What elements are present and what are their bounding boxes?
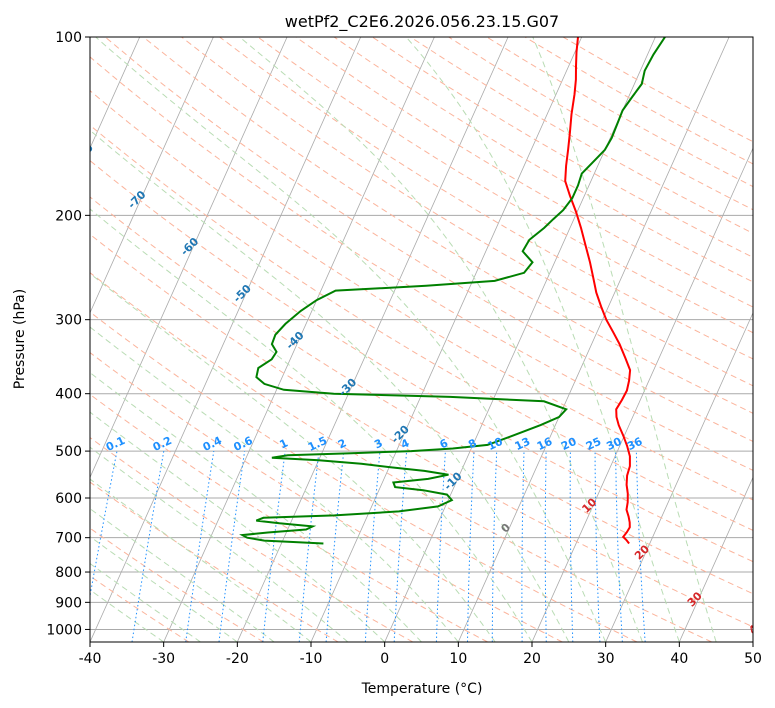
moist-adiabat-line bbox=[95, 37, 607, 642]
y-tick-label: 300 bbox=[55, 313, 82, 329]
mixing-ratio-label: 10 bbox=[486, 435, 506, 453]
plot-frame bbox=[89, 36, 754, 643]
sounding-series bbox=[239, 37, 666, 545]
moist-adiabat-line bbox=[90, 129, 570, 642]
y-axis-label: Pressure (hPa) bbox=[12, 289, 28, 389]
dry-adiabat-line bbox=[90, 272, 712, 642]
isotherm-line bbox=[90, 37, 214, 314]
isotherm-line bbox=[163, 37, 435, 642]
moist-adiabat-line bbox=[532, 37, 717, 642]
y-axis: 100 200 300 400 500 600 700 800 900 1000 bbox=[46, 30, 90, 638]
dry-adiabat-line bbox=[90, 160, 753, 563]
y-tick-label: 500 bbox=[55, 444, 82, 460]
dry-adiabat-label: 40 bbox=[746, 617, 766, 637]
isotherm-line bbox=[605, 311, 753, 642]
x-tick-label: 30 bbox=[597, 651, 615, 667]
y-tick-label: 200 bbox=[55, 208, 82, 224]
dry-adiabat-line bbox=[90, 56, 753, 471]
dry-adiabat-line bbox=[90, 90, 753, 501]
isotherm-line bbox=[531, 147, 753, 642]
moist-adiabat-line bbox=[90, 589, 164, 642]
isotherm-line bbox=[90, 37, 141, 150]
mixing-ratio-label: 16 bbox=[535, 435, 555, 453]
dry-adiabat-line bbox=[90, 311, 638, 642]
mixing-ratio-label: 13 bbox=[513, 435, 532, 453]
mixing-ratio-line bbox=[185, 451, 215, 642]
mixing-ratio-label: 25 bbox=[584, 435, 603, 453]
y-tick-label: 900 bbox=[55, 595, 82, 611]
moist-adiabat-line bbox=[239, 37, 643, 642]
x-axis-label: Temperature (°C) bbox=[361, 681, 483, 697]
moist-adiabat-line bbox=[90, 411, 386, 642]
dry-adiabat-line bbox=[104, 37, 753, 443]
y-tick-label: 700 bbox=[55, 531, 82, 547]
moist-adiabats bbox=[90, 37, 717, 642]
dewpoint-profile-line bbox=[239, 37, 666, 545]
dry-adiabat-line bbox=[219, 37, 753, 360]
isotherm-line bbox=[90, 37, 288, 479]
dry-adiabat-line bbox=[90, 124, 753, 531]
moist-adiabat-line bbox=[90, 562, 201, 642]
mixing-ratio-line bbox=[262, 451, 286, 642]
moist-adiabat-line bbox=[90, 208, 533, 642]
dry-adiabat-label: -80 bbox=[73, 141, 96, 164]
isotherm-line bbox=[457, 37, 730, 642]
plot-area: 0.10.20.40.611.52346810131620253036-100-… bbox=[73, 37, 766, 642]
y-tick-label: 600 bbox=[55, 491, 82, 507]
x-axis: -40 -30 -20 -10 0 10 20 30 40 50 bbox=[79, 642, 762, 667]
moist-adiabat-line bbox=[90, 535, 238, 642]
moist-adiabat-line bbox=[90, 508, 275, 642]
mixing-ratio-label: 30 bbox=[604, 435, 624, 453]
isotherm-line bbox=[678, 476, 753, 642]
y-tick-label: 800 bbox=[55, 565, 82, 581]
mixing-ratio-label: 20 bbox=[559, 435, 579, 453]
moist-adiabat-line bbox=[90, 478, 312, 642]
isotherm-line bbox=[310, 37, 583, 642]
y-tick-label: 400 bbox=[55, 387, 82, 403]
dry-adiabat-line bbox=[90, 196, 753, 595]
mixing-ratio-label: 36 bbox=[625, 435, 645, 453]
x-tick-label: 0 bbox=[380, 651, 389, 667]
dry-adiabat-line bbox=[90, 481, 339, 642]
x-tick-label: 10 bbox=[449, 651, 467, 667]
moist-adiabat-line bbox=[90, 326, 459, 642]
isotherm-line bbox=[384, 37, 656, 642]
mixing-ratio-line bbox=[298, 451, 320, 642]
dry-adiabats bbox=[90, 37, 753, 642]
dry-adiabat-line bbox=[90, 233, 753, 628]
mixing-ratio-lines bbox=[90, 451, 646, 642]
x-tick-label: -10 bbox=[300, 651, 323, 667]
dry-adiabat-line bbox=[257, 37, 753, 334]
mixing-ratio-line bbox=[325, 451, 345, 642]
temperature-profile-line bbox=[564, 37, 632, 545]
x-tick-label: -30 bbox=[152, 651, 175, 667]
x-tick-label: -20 bbox=[226, 651, 249, 667]
moist-adiabat-line bbox=[90, 272, 496, 642]
chart-title: wetPf2_C2E6.2026.056.23.15.G07 bbox=[285, 12, 559, 32]
x-tick-label: -40 bbox=[79, 651, 102, 667]
x-tick-label: 50 bbox=[744, 651, 762, 667]
dry-adiabat-line bbox=[90, 352, 563, 642]
x-tick-label: 40 bbox=[670, 651, 688, 667]
y-tick-label: 100 bbox=[55, 30, 82, 46]
y-tick-label: 1000 bbox=[46, 622, 82, 638]
mixing-ratio-line bbox=[218, 451, 246, 642]
x-tick-label: 20 bbox=[523, 651, 541, 667]
